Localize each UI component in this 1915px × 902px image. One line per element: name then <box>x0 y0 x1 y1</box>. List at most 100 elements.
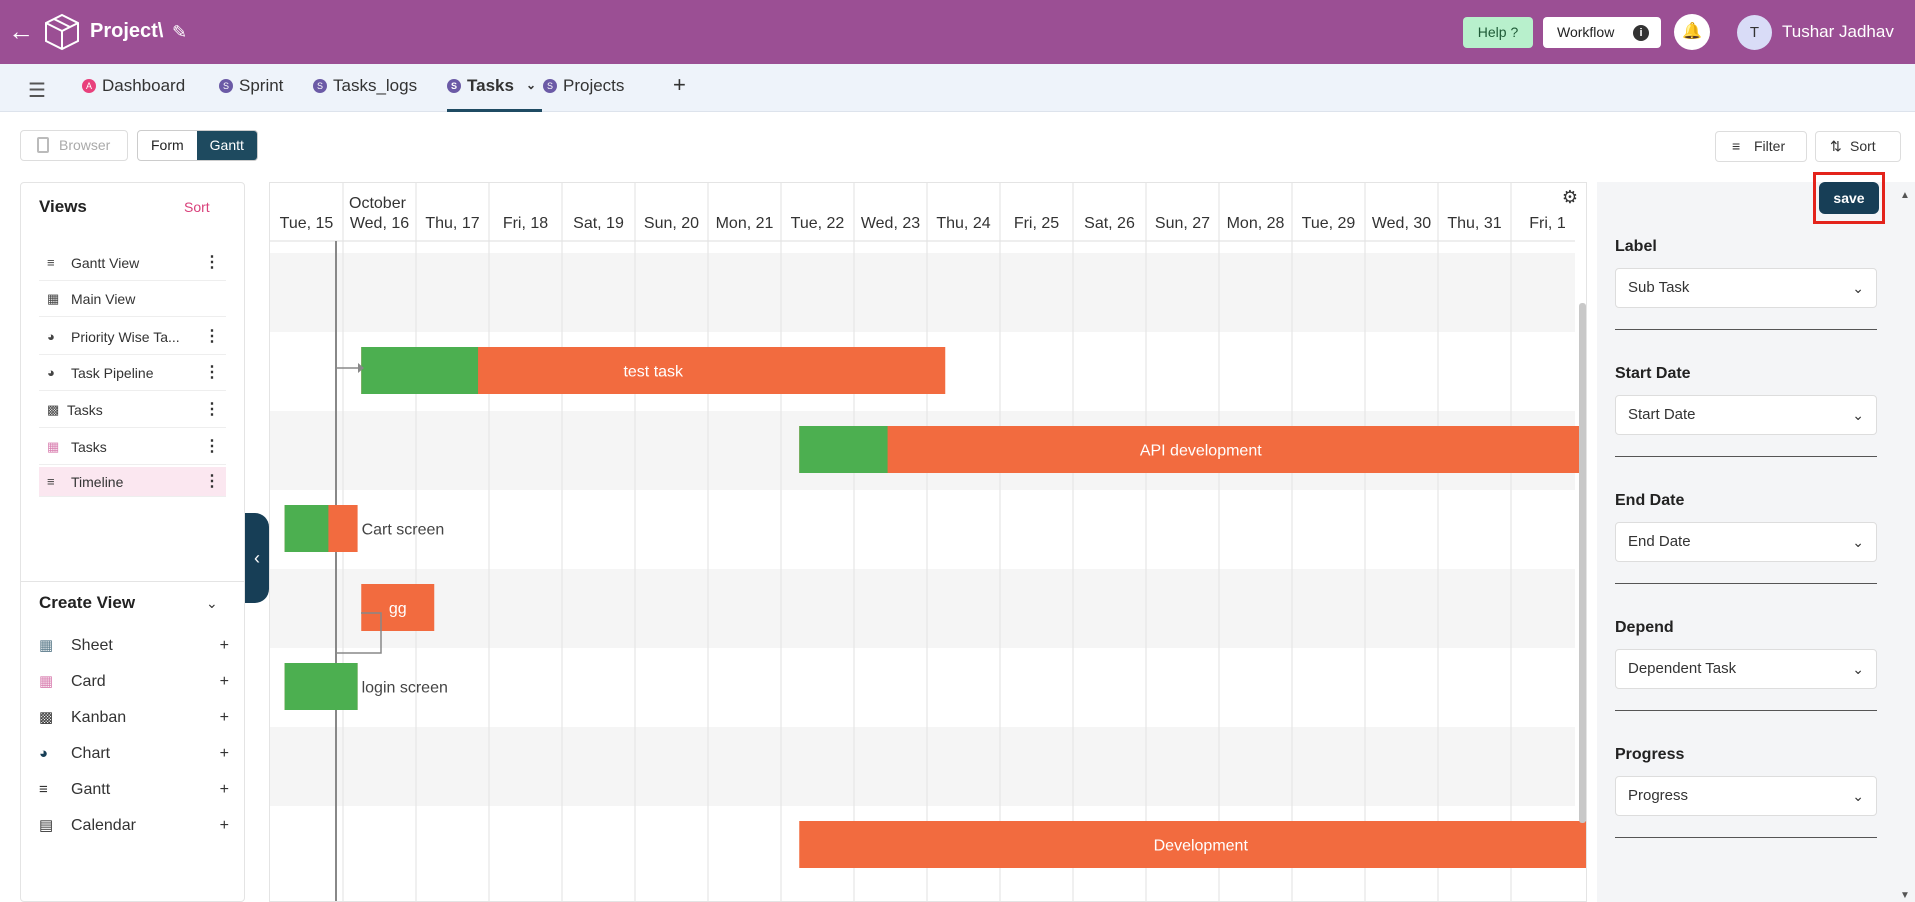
avatar[interactable]: T <box>1737 15 1772 50</box>
create-gantt-item[interactable]: ≡ Gantt + <box>39 775 229 805</box>
dependency-arrow <box>358 363 364 373</box>
create-kanban-item[interactable]: ▩ Kanban + <box>39 703 229 733</box>
gantt-chart: Tue, 15 Wed, 16 Thu, 17 Fri, 18 Sat, 19 Sun, … <box>269 182 1587 902</box>
view-item-tasks-kanban[interactable]: ▩ Tasks ⋮ <box>39 392 226 428</box>
plus-icon[interactable]: + <box>219 781 229 798</box>
view-mode-toggle: Form Gantt <box>137 130 258 161</box>
divider <box>1615 710 1877 711</box>
create-sheet-item[interactable]: ▦ Sheet + <box>39 631 229 661</box>
more-options-icon[interactable]: ⋮ <box>204 364 220 381</box>
divider <box>21 581 244 582</box>
day-label: Wed, 23 <box>861 215 920 232</box>
workflow-button[interactable]: Workflow i <box>1543 17 1661 48</box>
view-item-gantt-view[interactable]: ≡ Gantt View ⋮ <box>39 245 226 281</box>
view-label: Timeline <box>71 474 124 490</box>
create-view-label: Calendar <box>71 817 136 834</box>
select-value: Progress <box>1628 787 1689 804</box>
plus-icon[interactable]: + <box>219 817 229 834</box>
gantt-row <box>270 648 1575 727</box>
filter-label: Filter <box>1754 138 1786 154</box>
task-label: login screen <box>362 680 448 697</box>
back-arrow-icon[interactable]: ← <box>8 16 34 46</box>
day-label: Sat, 19 <box>573 215 624 232</box>
end-date-select[interactable]: End Date ⌄ <box>1615 522 1877 562</box>
chevron-down-icon[interactable]: ⌄ <box>206 595 218 611</box>
more-options-icon[interactable]: ⋮ <box>204 473 220 490</box>
task-bar <box>361 584 435 631</box>
form-button[interactable]: Form <box>151 137 184 153</box>
divider <box>1615 329 1877 330</box>
gantt-icon: ≡ <box>39 781 48 798</box>
tab-sprint[interactable]: S Sprint <box>219 76 283 112</box>
edit-pencil-icon[interactable]: ✎ <box>172 22 188 42</box>
view-item-priority-wise[interactable]: ◕ Priority Wise Ta... ⋮ <box>39 319 226 355</box>
day-label: Wed, 30 <box>1372 215 1431 232</box>
gantt-button[interactable]: Gantt <box>196 131 257 160</box>
gantt-settings-panel: save Label Sub Task ⌄ Start Date Start D… <box>1597 172 1915 902</box>
plus-icon[interactable]: + <box>219 745 229 762</box>
tab-badge: S <box>219 79 233 93</box>
user-name[interactable]: Tushar Jadhav <box>1782 22 1894 41</box>
more-options-icon[interactable]: ⋮ <box>204 438 220 455</box>
tab-tasks[interactable]: S Tasks ⌄ <box>447 76 542 112</box>
grid-icon: ▦ <box>39 637 54 654</box>
kanban-icon: ▩ <box>39 709 54 726</box>
view-item-task-pipeline[interactable]: ◕ Task Pipeline ⋮ <box>39 355 226 391</box>
month-label: October <box>349 195 407 212</box>
chevron-down-icon[interactable]: ⌄ <box>525 78 537 92</box>
scrollbar-thumb <box>1579 303 1586 823</box>
more-options-icon[interactable]: ⋮ <box>204 254 220 271</box>
tab-badge: S <box>543 79 557 93</box>
sort-button[interactable]: ⇅ Sort <box>1815 131 1901 162</box>
create-view-title: Create View <box>39 593 136 612</box>
collapse-sidebar-button[interactable]: ‹ <box>245 513 269 603</box>
view-item-main-view[interactable]: ▦ Main View <box>39 281 226 317</box>
view-label: Tasks <box>67 402 103 418</box>
tab-bar: ☰ <box>0 64 1915 112</box>
day-label: Sun, 20 <box>644 215 699 232</box>
card-icon: ▦ <box>47 439 60 454</box>
select-value: Sub Task <box>1628 279 1690 296</box>
label-select[interactable]: Sub Task ⌄ <box>1615 268 1877 308</box>
day-label: Tue, 29 <box>1302 215 1356 232</box>
save-button[interactable]: save <box>1819 182 1879 214</box>
view-item-timeline[interactable]: ≡ Timeline ⋮ <box>39 467 226 497</box>
start-date-select[interactable]: Start Date ⌄ <box>1615 395 1877 435</box>
day-label: Thu, 17 <box>425 215 479 232</box>
bell-icon[interactable]: 🔔 <box>1674 14 1710 50</box>
progress-select[interactable]: Progress ⌄ <box>1615 776 1877 816</box>
scroll-up-arrow-icon[interactable]: ▲ <box>1900 190 1910 201</box>
view-item-tasks-card[interactable]: ▦ Tasks ⋮ <box>39 429 226 465</box>
chart-icon: ◕ <box>39 745 49 762</box>
help-button[interactable]: Help ? <box>1463 17 1533 48</box>
tab-tasks-logs[interactable]: S Tasks_logs <box>313 76 417 112</box>
chart-icon: ◕ <box>47 329 55 344</box>
task-label: Cart screen <box>362 522 445 539</box>
create-chart-item[interactable]: ◕ Chart + <box>39 739 229 769</box>
scroll-down-arrow-icon[interactable]: ▼ <box>1900 890 1910 901</box>
depend-select[interactable]: Dependent Task ⌄ <box>1615 649 1877 689</box>
tab-projects[interactable]: S Projects <box>543 76 624 112</box>
gear-icon[interactable]: ⚙ <box>1561 187 1578 207</box>
plus-icon[interactable]: + <box>219 673 229 690</box>
plus-icon[interactable]: + <box>219 637 229 654</box>
tab-label: Projects <box>563 76 625 95</box>
views-sort-link[interactable]: Sort <box>184 199 210 215</box>
browser-button[interactable]: Browser <box>20 130 128 161</box>
view-label: Tasks <box>71 439 107 455</box>
menu-icon[interactable]: ☰ <box>28 80 46 102</box>
plus-icon[interactable]: + <box>219 709 229 726</box>
tab-dashboard[interactable]: A Dashboard <box>82 76 185 112</box>
filter-button[interactable]: ≡ Filter <box>1715 131 1807 162</box>
create-card-item[interactable]: ▦ Card + <box>39 667 229 697</box>
more-options-icon[interactable]: ⋮ <box>204 401 220 418</box>
more-options-icon[interactable]: ⋮ <box>204 328 220 345</box>
day-label: Sat, 26 <box>1084 215 1135 232</box>
create-view-label: Gantt <box>71 781 111 798</box>
add-tab-icon[interactable]: + <box>673 72 686 97</box>
create-view-label: Chart <box>71 745 111 762</box>
tab-badge: S <box>313 79 327 93</box>
browser-icon <box>37 137 49 153</box>
gantt-svg: Tue, 15 Wed, 16 Thu, 17 Fri, 18 Sat, 19 Sun, … <box>270 183 1586 901</box>
create-calendar-item[interactable]: ▤ Calendar + <box>39 811 229 841</box>
